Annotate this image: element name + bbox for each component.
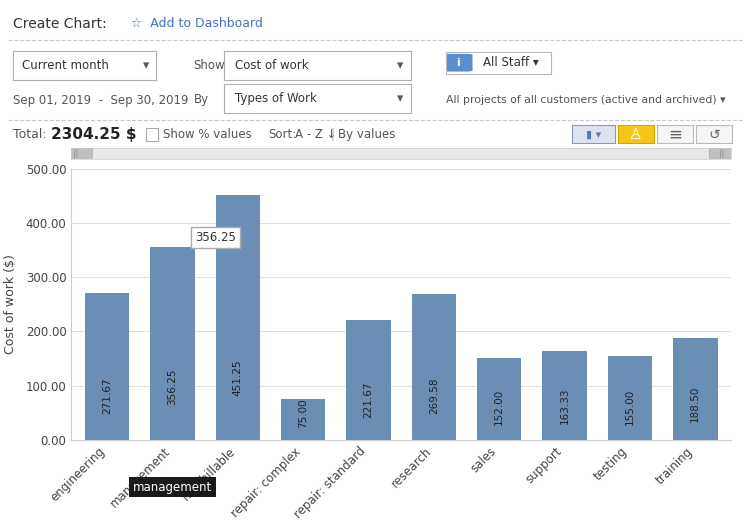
Bar <box>216 195 260 440</box>
Text: 271.67: 271.67 <box>102 377 112 414</box>
Bar <box>412 294 456 440</box>
FancyBboxPatch shape <box>68 149 92 158</box>
Y-axis label: Cost of work ($): Cost of work ($) <box>4 255 17 354</box>
Text: ☆  Add to Dashboard: ☆ Add to Dashboard <box>131 17 263 30</box>
Text: Sep 01, 2019  -  Sep 30, 2019: Sep 01, 2019 - Sep 30, 2019 <box>13 94 189 106</box>
Text: By values: By values <box>338 128 394 141</box>
FancyBboxPatch shape <box>710 149 734 158</box>
Bar <box>673 338 718 440</box>
Bar <box>85 292 130 440</box>
Bar <box>477 357 521 440</box>
Text: 269.58: 269.58 <box>429 377 439 414</box>
Text: Total:: Total: <box>13 128 47 141</box>
Text: ▾: ▾ <box>143 59 149 72</box>
Text: ≡: ≡ <box>668 125 682 143</box>
Text: 163.33: 163.33 <box>560 387 569 424</box>
Text: |: | <box>330 128 334 141</box>
Bar <box>608 356 652 440</box>
Text: 451.25: 451.25 <box>233 359 243 396</box>
Text: 356.25: 356.25 <box>167 369 178 405</box>
Bar <box>346 320 391 440</box>
Text: 2304.25 $: 2304.25 $ <box>51 127 136 142</box>
Text: Create Chart:: Create Chart: <box>13 17 107 31</box>
Text: ▾: ▾ <box>397 59 403 72</box>
Text: Sort:: Sort: <box>268 128 297 141</box>
Text: 75.00: 75.00 <box>298 398 308 428</box>
Text: 221.67: 221.67 <box>364 382 374 418</box>
Text: By: By <box>194 93 208 105</box>
Text: ||: || <box>74 149 79 158</box>
Text: A - Z ↓: A - Z ↓ <box>295 128 336 141</box>
Text: Current month: Current month <box>22 59 109 72</box>
Bar <box>281 399 326 440</box>
FancyBboxPatch shape <box>443 54 472 72</box>
Text: i: i <box>456 58 460 67</box>
Text: ♙: ♙ <box>629 127 643 142</box>
Text: management: management <box>133 481 212 494</box>
Text: ▮ ▾: ▮ ▾ <box>586 130 601 139</box>
Text: All Staff ▾: All Staff ▾ <box>483 56 538 69</box>
Bar <box>150 247 195 440</box>
Text: Show % values: Show % values <box>163 128 251 141</box>
Text: ▾: ▾ <box>397 92 403 105</box>
Text: ||: || <box>718 149 724 158</box>
Text: Show: Show <box>194 60 225 72</box>
Text: 356.25: 356.25 <box>196 231 236 244</box>
Text: All projects of all customers (active and archived) ▾: All projects of all customers (active an… <box>446 95 726 105</box>
Text: Cost of work: Cost of work <box>235 59 308 72</box>
Text: 155.00: 155.00 <box>625 388 635 425</box>
Bar <box>542 352 586 440</box>
Text: 152.00: 152.00 <box>494 389 504 425</box>
Text: Types of Work: Types of Work <box>235 92 316 105</box>
Text: ↺: ↺ <box>708 128 720 141</box>
Text: 188.50: 188.50 <box>690 385 700 422</box>
